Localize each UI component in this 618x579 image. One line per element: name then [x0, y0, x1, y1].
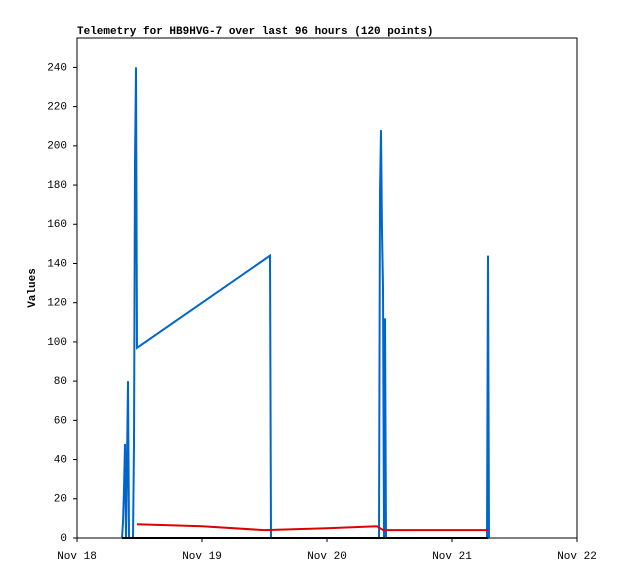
series-line — [136, 523, 489, 532]
x-tick-label: Nov 22 — [557, 551, 597, 563]
y-tick-label: 240 — [47, 62, 67, 74]
x-tick-label: Nov 19 — [182, 551, 222, 563]
y-tick-label: 60 — [54, 415, 67, 427]
x-tick-label: Nov 18 — [57, 551, 97, 563]
y-tick-label: 160 — [47, 219, 67, 231]
y-tick-label: 80 — [54, 376, 67, 388]
y-tick-label: 200 — [47, 141, 67, 153]
y-tick-label: 120 — [47, 298, 67, 310]
y-tick-label: 40 — [54, 454, 67, 466]
y-tick-label: 220 — [47, 102, 67, 114]
y-tick-label: 100 — [47, 337, 67, 349]
y-axis-label: Values — [27, 268, 39, 308]
y-tick-label: 20 — [54, 494, 67, 506]
y-tick-label: 140 — [47, 258, 67, 270]
series-line — [121, 67, 490, 539]
x-tick-label: Nov 21 — [432, 551, 472, 563]
chart-title: Telemetry for HB9HVG-7 over last 96 hour… — [77, 26, 433, 38]
y-tick-label: 180 — [47, 180, 67, 192]
y-tick-label: 0 — [60, 533, 67, 545]
plot-frame — [76, 37, 578, 539]
x-tick-label: Nov 20 — [307, 551, 347, 563]
